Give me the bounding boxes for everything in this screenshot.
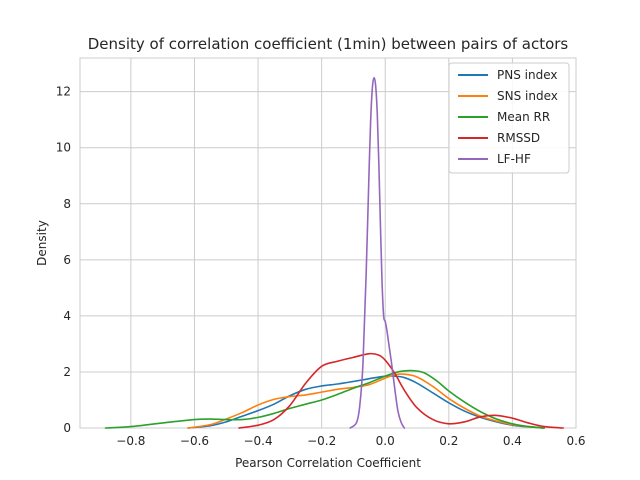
y-tick-label: 0 (63, 421, 71, 435)
legend-label-rmssd: RMSSD (497, 131, 540, 145)
series-line-lf-hf (349, 76, 406, 429)
x-axis-ticks: −0.8 −0.6 −0.4 −0.2 0.0 0.2 0.4 0.6 (116, 434, 585, 448)
series-lines (104, 76, 565, 429)
y-tick-label: 10 (56, 141, 71, 155)
series-line-pns-index (187, 375, 546, 429)
x-tick-label: −0.2 (307, 434, 336, 448)
x-tick-label: 0.0 (376, 434, 395, 448)
x-tick-label: −0.8 (116, 434, 145, 448)
y-tick-label: 12 (56, 85, 71, 99)
legend: PNS index SNS index Mean RR RMSSD LF-HF (448, 62, 570, 174)
series-line-rmssd (238, 352, 565, 429)
x-tick-label: 0.6 (566, 434, 585, 448)
series-line-mean-rr (104, 369, 546, 429)
x-tick-label: 0.2 (439, 434, 458, 448)
legend-label-sns-index: SNS index (497, 89, 558, 103)
legend-label-lf-hf: LF-HF (497, 152, 531, 166)
y-axis-label: Density (35, 220, 49, 266)
legend-label-mean-rr: Mean RR (497, 110, 550, 124)
x-tick-label: −0.4 (243, 434, 272, 448)
plot-frame (79, 57, 577, 429)
x-tick-label: 0.4 (503, 434, 522, 448)
legend-label-pns-index: PNS index (497, 68, 557, 82)
y-tick-label: 6 (63, 253, 71, 267)
legend-box (448, 62, 570, 174)
chart-title: Density of correlation coefficient (1min… (88, 35, 569, 53)
y-tick-label: 4 (63, 309, 71, 323)
y-tick-label: 8 (63, 197, 71, 211)
x-axis-label: Pearson Correlation Coefficient (235, 456, 421, 470)
y-tick-label: 2 (63, 365, 71, 379)
y-axis-ticks: 0 2 4 6 8 10 12 (56, 85, 71, 435)
x-tick-label: −0.6 (180, 434, 209, 448)
